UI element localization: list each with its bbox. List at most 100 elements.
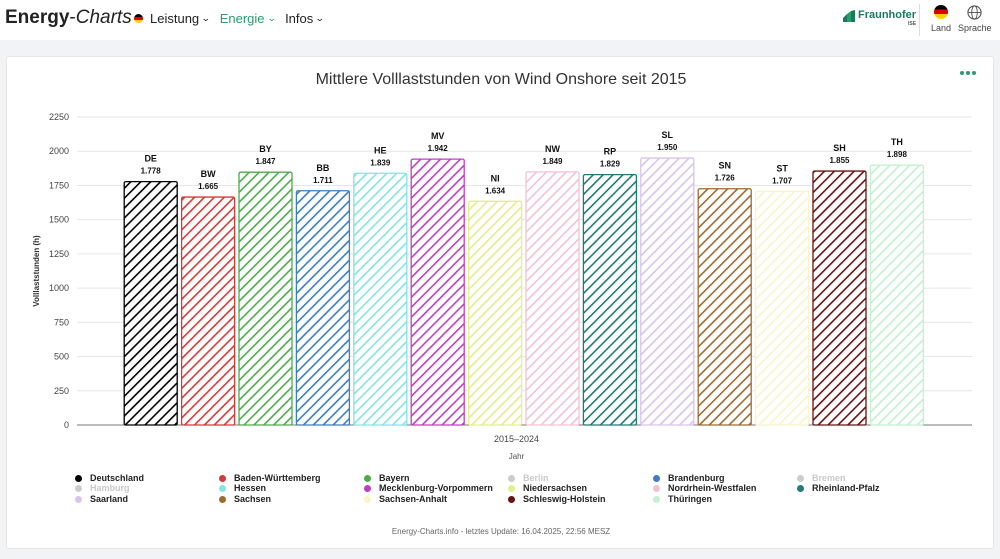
header-divider: [919, 4, 920, 36]
legend-item[interactable]: Sachsen-Anhalt: [364, 494, 447, 504]
bar-code-label: SN: [718, 161, 731, 171]
dot-icon: [972, 71, 976, 75]
legend-item[interactable]: Berlin: [508, 473, 549, 483]
bar-de: [123, 180, 178, 426]
bar-chart: 0 250 500 750 1000 1250 1500 1750 2000 2250 Vollla…: [32, 112, 972, 461]
brand-italic: Charts: [75, 7, 132, 28]
legend-dot-icon: [508, 474, 515, 482]
nav-energie[interactable]: Energie ⌄: [219, 11, 276, 26]
legend-dot-icon: [364, 474, 371, 482]
globe-icon: [967, 5, 982, 20]
bar-code-label: HE: [374, 145, 387, 155]
legend-dot-icon: [653, 495, 660, 503]
legend-dot-icon: [508, 484, 515, 492]
bar-st: [754, 190, 810, 426]
legend-dot-icon: [797, 484, 804, 492]
brand-logo[interactable]: Energy-Charts: [5, 6, 143, 30]
legend-label: Mecklenburg-Vorpommern: [379, 483, 493, 493]
legend-label: Deutschland: [90, 473, 145, 483]
legend-item[interactable]: Hamburg: [75, 483, 130, 493]
legend-label: Baden-Württemberg: [234, 473, 321, 483]
legend-item[interactable]: Niedersachsen: [508, 483, 587, 493]
nav-energie-label: Energie: [219, 11, 265, 26]
bar-value-label: 1.898: [887, 150, 908, 159]
language-label: Sprache: [958, 23, 992, 33]
legend-dot-icon: [508, 495, 515, 503]
legend-label: Berlin: [523, 473, 549, 483]
legend-item[interactable]: Schleswig-Holstein: [508, 494, 606, 504]
bar-bb: [295, 190, 351, 426]
bar-value-label: 1.849: [542, 157, 563, 166]
legend-dot-icon: [797, 474, 804, 482]
legend-dot-icon: [653, 484, 660, 492]
bar-value-label: 1.829: [600, 160, 621, 169]
y-tick-label: 1500: [49, 215, 69, 225]
legend-item[interactable]: Hessen: [219, 483, 266, 493]
bar-rp: [582, 173, 638, 426]
legend-item[interactable]: Saarland: [75, 494, 128, 504]
bar-he: [353, 172, 408, 426]
top-navbar: Energy-Charts Leistung ⌄ Energie ⌄ Infos ⌄ …: [0, 0, 1000, 40]
legend-item[interactable]: Sachsen: [219, 494, 271, 504]
legend-item[interactable]: Bayern: [364, 473, 410, 483]
chevron-down-icon: ⌄: [201, 13, 211, 23]
bar-value-label: 1.855: [829, 156, 850, 165]
legend-label: Niedersachsen: [523, 483, 588, 493]
legend-label: Rheinland-Pfalz: [812, 483, 880, 493]
brand-dash: -: [69, 7, 76, 28]
bar-th: [869, 164, 925, 426]
legend-label: Sachsen: [234, 494, 272, 504]
bar-value-label: 1.847: [255, 157, 276, 166]
legend-item[interactable]: Thüringen: [653, 494, 712, 504]
bar-code-label: BB: [316, 163, 329, 173]
nav-infos-label: Infos: [285, 11, 314, 26]
legend-label: Bremen: [812, 473, 846, 483]
bar-value-label: 1.942: [428, 144, 449, 153]
legend-item[interactable]: Baden-Württemberg: [219, 473, 321, 483]
bar-by: [238, 171, 293, 426]
main-nav: Leistung ⌄ Energie ⌄ Infos ⌄: [150, 11, 325, 26]
legend-item[interactable]: Mecklenburg-Vorpommern: [364, 483, 493, 493]
bar-value-label: 1.707: [772, 176, 793, 185]
y-tick-label: 1000: [49, 283, 69, 293]
brand-bold: Energy: [5, 7, 70, 28]
bar-code-label: NW: [545, 144, 560, 154]
more-options-button[interactable]: [960, 71, 976, 75]
germany-flag-icon: [133, 14, 143, 23]
legend-dot-icon: [219, 495, 226, 503]
bar-value-label: 1.726: [715, 174, 736, 183]
bar-value-label: 1.778: [141, 167, 162, 176]
bar-code-label: NI: [491, 173, 500, 183]
y-tick-label: 0: [64, 420, 69, 430]
legend-label: Nordrhein-Westfalen: [668, 483, 757, 493]
fraunhofer-logo[interactable]: Fraunhofer ISE: [843, 10, 916, 27]
chart-title: Mittlere Volllaststunden von Wind Onshor…: [315, 71, 687, 88]
fraunhofer-sub: ISE: [908, 21, 917, 27]
legend-item[interactable]: Nordrhein-Westfalen: [653, 483, 756, 493]
chart-card: 0 250 500 750 1000 1250 1500 1750 2000 2250 Vollla…: [6, 56, 994, 549]
bar-mv: [410, 158, 465, 426]
legend-item[interactable]: Rheinland-Pfalz: [797, 483, 880, 493]
bar-code-label: SL: [662, 130, 674, 140]
bar-value-label: 1.839: [370, 158, 391, 167]
legend-label: Sachsen-Anhalt: [379, 494, 448, 504]
legend-dot-icon: [75, 484, 82, 492]
dot-icon: [960, 71, 964, 75]
country-selector[interactable]: Land: [931, 5, 951, 33]
legend-item[interactable]: Bremen: [797, 473, 846, 483]
y-tick-label: 250: [54, 386, 69, 396]
germany-flag-icon: [934, 5, 949, 19]
x-tick-label: 2015–2024: [494, 434, 539, 444]
legend-label: Hamburg: [90, 483, 130, 493]
language-selector[interactable]: Sprache: [958, 5, 992, 33]
legend-item[interactable]: Deutschland: [75, 473, 144, 483]
bar-code-label: BY: [259, 144, 272, 154]
legend-label: Bayern: [379, 473, 410, 483]
bar-code-label: TH: [891, 137, 903, 147]
chart-credits: Energy-Charts.info - letztes Update: 16.…: [391, 527, 611, 536]
legend-item[interactable]: Brandenburg: [653, 473, 725, 483]
bar-sn: [697, 188, 752, 426]
nav-infos[interactable]: Infos ⌄: [285, 11, 325, 26]
nav-leistung[interactable]: Leistung ⌄: [150, 11, 211, 26]
legend-label: Brandenburg: [668, 473, 725, 483]
